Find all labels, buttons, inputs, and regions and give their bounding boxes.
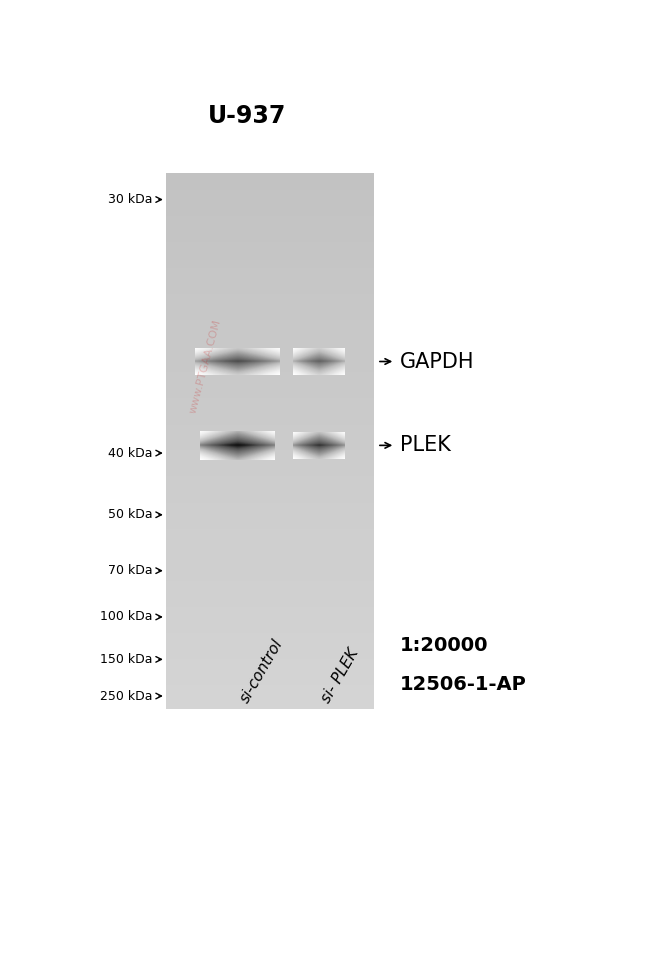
Text: 12506-1-AP: 12506-1-AP bbox=[400, 675, 526, 694]
Text: U-937: U-937 bbox=[208, 104, 286, 127]
Text: 250 kDa: 250 kDa bbox=[100, 689, 153, 703]
Text: 30 kDa: 30 kDa bbox=[109, 193, 153, 206]
Text: GAPDH: GAPDH bbox=[400, 352, 474, 371]
Text: 70 kDa: 70 kDa bbox=[108, 564, 153, 577]
Text: 150 kDa: 150 kDa bbox=[100, 653, 153, 666]
Text: www.PTGAA.COM: www.PTGAA.COM bbox=[187, 318, 222, 415]
Text: si-control: si-control bbox=[237, 636, 286, 706]
Text: 50 kDa: 50 kDa bbox=[108, 508, 153, 522]
Text: 100 kDa: 100 kDa bbox=[100, 610, 153, 624]
Text: si- PLEK: si- PLEK bbox=[318, 646, 361, 706]
Text: PLEK: PLEK bbox=[400, 436, 450, 455]
Text: 40 kDa: 40 kDa bbox=[109, 446, 153, 460]
Text: 1:20000: 1:20000 bbox=[400, 636, 488, 656]
